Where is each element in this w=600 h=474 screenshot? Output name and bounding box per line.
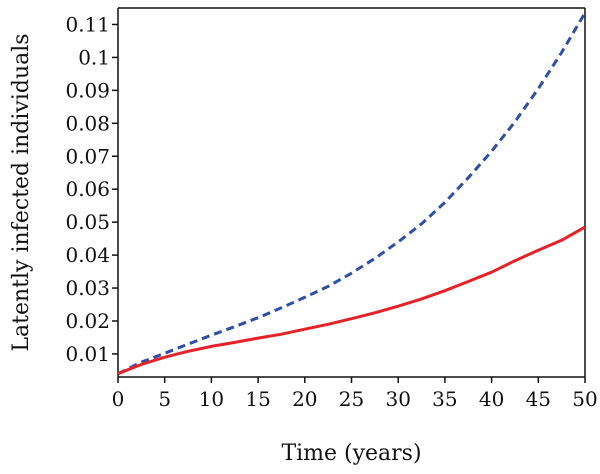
y-tick-label: 0.1 bbox=[78, 45, 110, 69]
y-tick-label: 0.09 bbox=[65, 78, 110, 102]
series-line-1-dashed bbox=[117, 12, 587, 376]
x-tick-label: 15 bbox=[245, 387, 270, 411]
y-tick-label: 0.02 bbox=[65, 309, 110, 333]
y-axis-title: Latently infected individuals bbox=[9, 33, 34, 351]
y-tick-label: 0.03 bbox=[65, 276, 110, 300]
axes bbox=[117, 7, 586, 378]
y-ticks: 0.01 0.02 0.03 0.04 0.05 0.06 0.07 0.08 0.09 0.1 0… bbox=[65, 12, 118, 366]
x-tick-label: 35 bbox=[432, 387, 457, 411]
y-tick-label: 0.11 bbox=[65, 12, 110, 36]
x-tick-label: 25 bbox=[339, 387, 364, 411]
x-tick-label: 50 bbox=[572, 387, 597, 411]
x-tick-label: 30 bbox=[385, 387, 410, 411]
series-line-2-solid bbox=[117, 225, 586, 376]
series-layer bbox=[117, 12, 587, 376]
y-tick-label: 0.04 bbox=[65, 243, 110, 267]
y-tick-label: 0.01 bbox=[65, 342, 110, 366]
x-ticks: 0 5 10 15 20 25 30 35 40 45 50 bbox=[112, 377, 598, 411]
x-tick-label: 10 bbox=[199, 387, 224, 411]
y-tick-label: 0.08 bbox=[65, 111, 110, 135]
x-tick-label: 45 bbox=[526, 387, 551, 411]
y-tick-label: 0.06 bbox=[65, 177, 110, 201]
x-tick-label: 5 bbox=[158, 387, 171, 411]
x-tick-label: 40 bbox=[479, 387, 504, 411]
y-tick-label: 0.07 bbox=[65, 144, 110, 168]
x-tick-label: 0 bbox=[112, 387, 125, 411]
y-tick-label: 0.05 bbox=[65, 210, 110, 234]
x-axis-title: Time (years) bbox=[281, 441, 421, 466]
x-tick-label: 20 bbox=[292, 387, 317, 411]
